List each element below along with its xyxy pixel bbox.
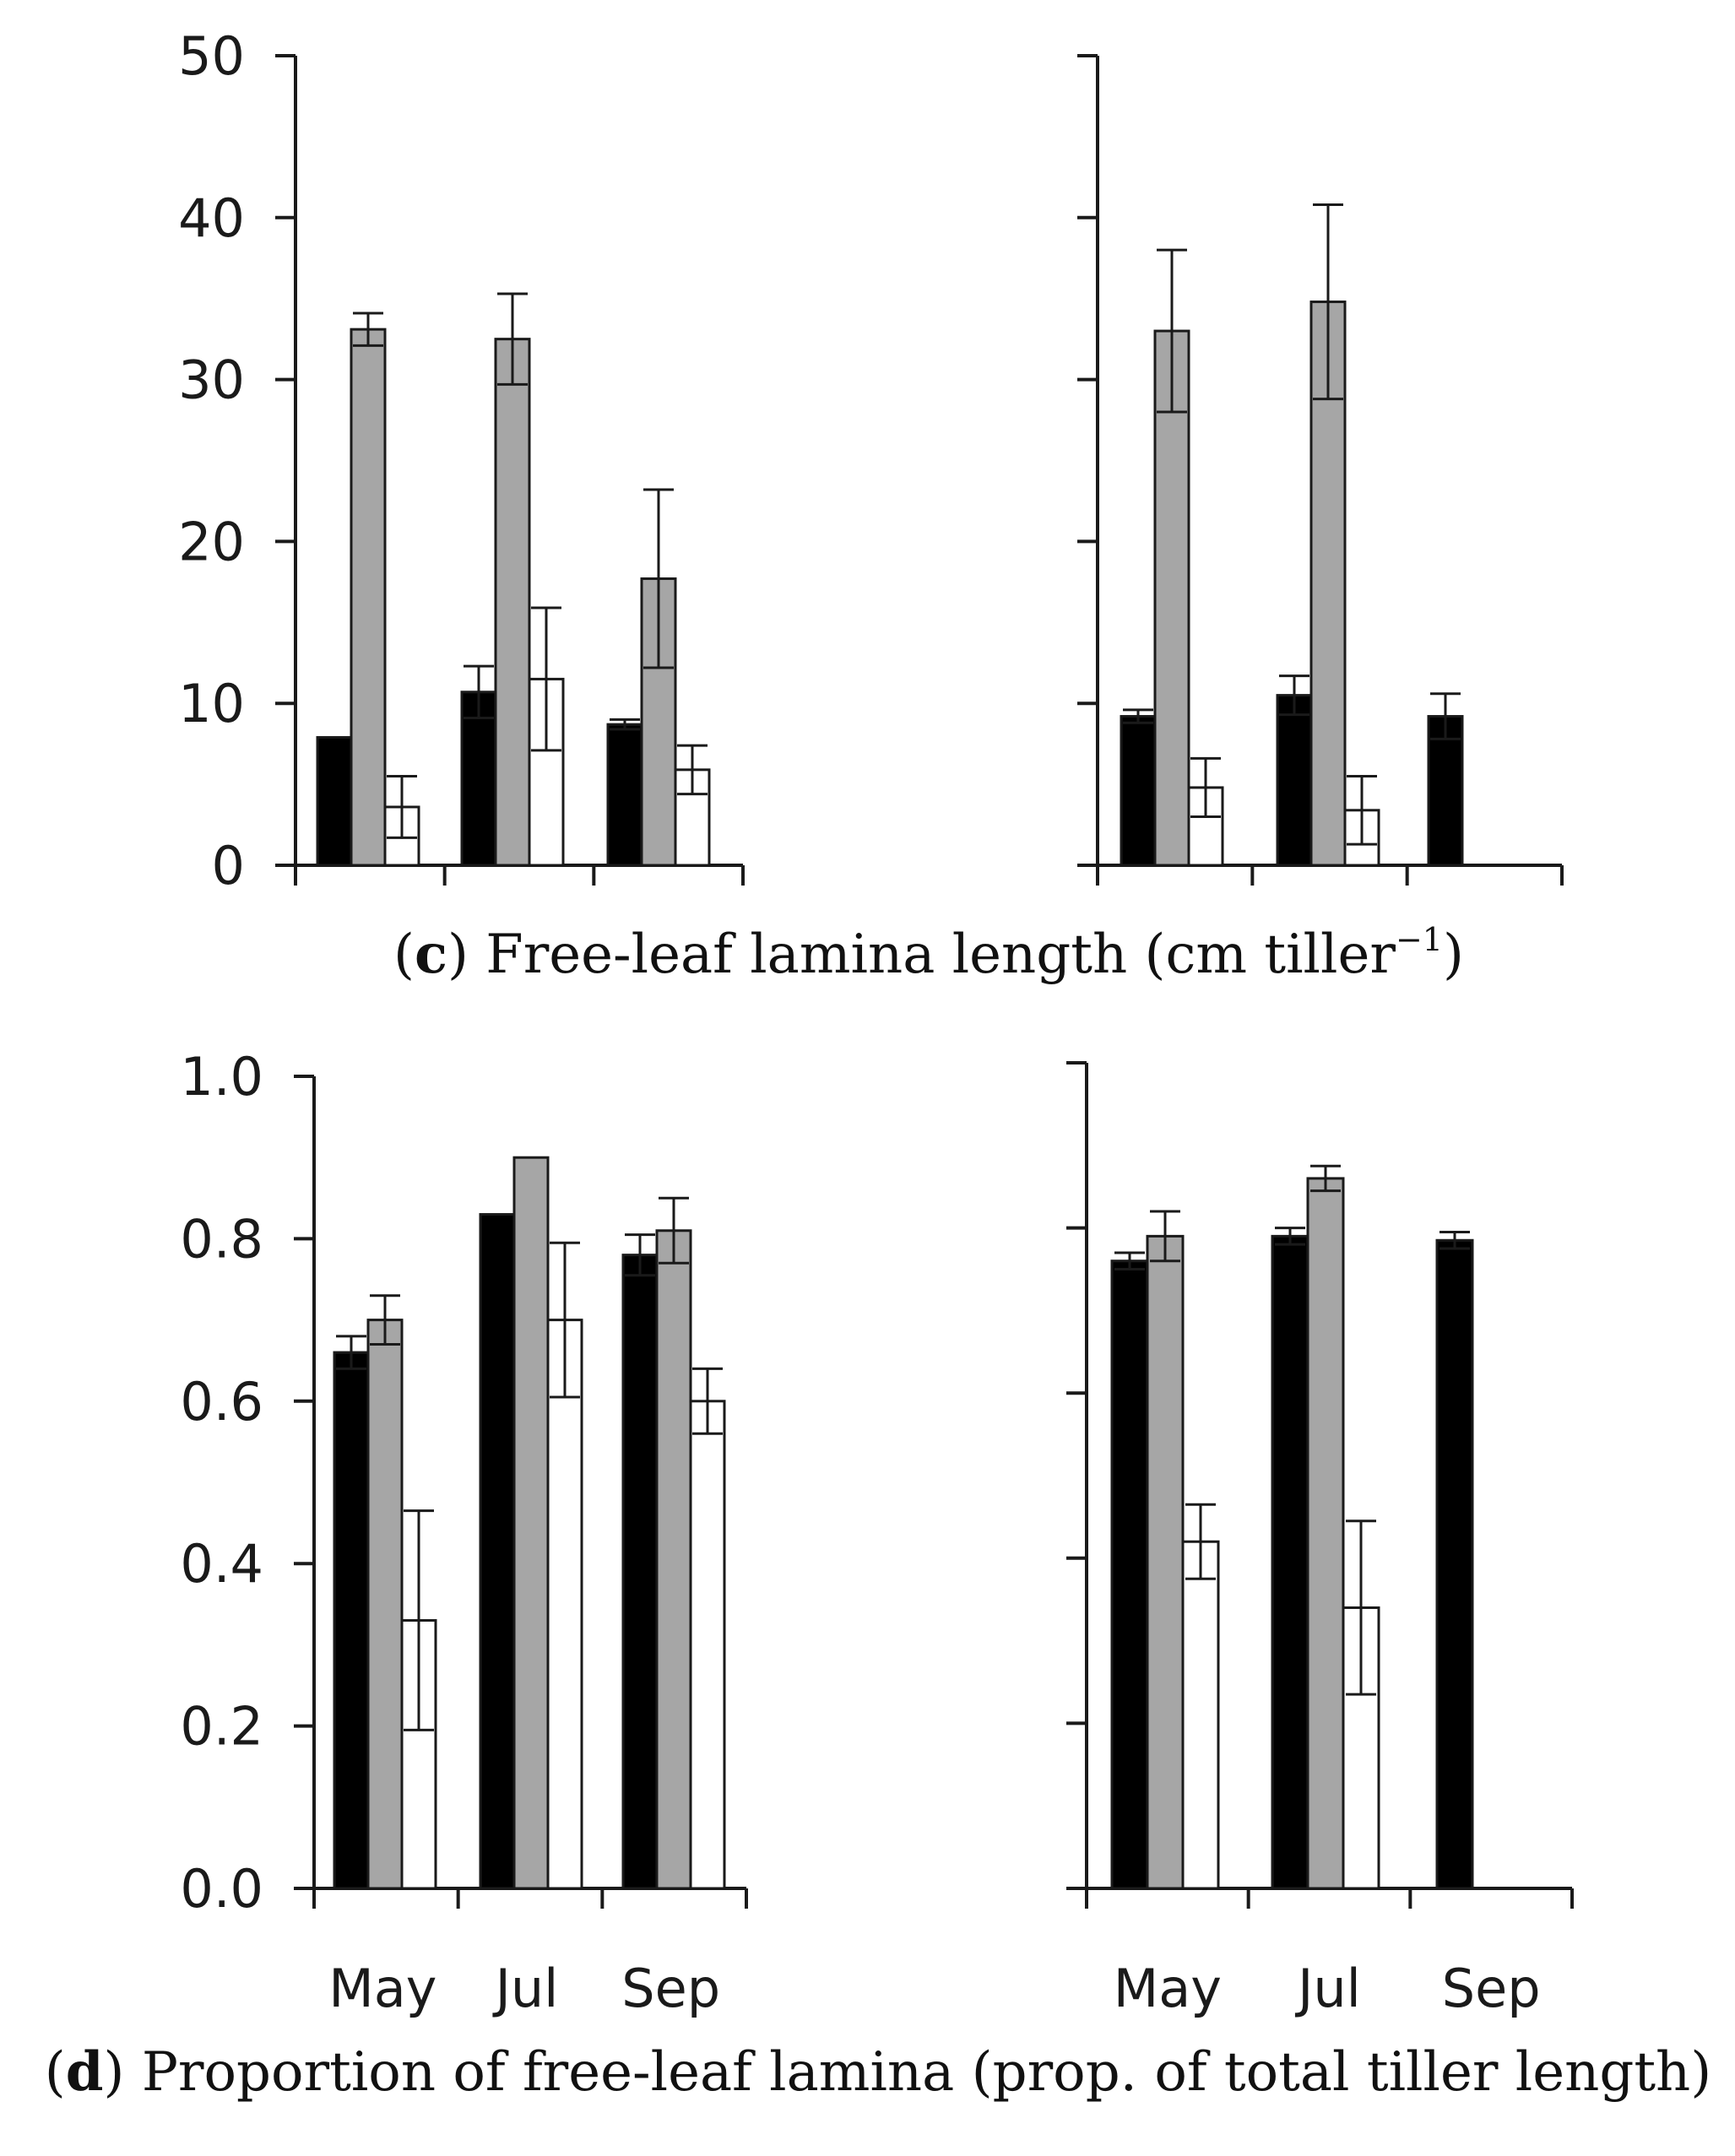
y-tick-label: 0.4	[180, 1533, 263, 1595]
bar-grey-jul	[1306, 1177, 1345, 1890]
x-category-label: Jul	[1294, 1958, 1361, 2019]
chart-c-left: 0 10 20 30 40 50	[178, 25, 745, 897]
y-tick-label: 0.8	[180, 1208, 263, 1270]
bar-black-jul	[1271, 1234, 1309, 1890]
bar-white-sep	[689, 1400, 726, 1890]
x-category-label: Sep	[1442, 1958, 1541, 2019]
bar-black-may	[1120, 715, 1157, 867]
y-tick-label: 0.0	[180, 1858, 263, 1920]
bar-grey-may	[350, 328, 387, 867]
bar-grey-sep	[655, 1229, 692, 1890]
y-tick-label: 30	[178, 349, 245, 411]
y-tick-label: 50	[178, 25, 245, 87]
bar-black-may	[316, 735, 353, 867]
chart-d-right: May Jul Sep	[1066, 1061, 1574, 2019]
caption-c: (c) Free-leaf lamina length (cm tiller−1…	[393, 921, 1464, 986]
bar-black-may	[333, 1351, 370, 1890]
chart-c-right	[1077, 54, 1564, 886]
caption-d: (d) Proportion of free-leaf lamina (prop…	[45, 2040, 1711, 2104]
bar-black-sep	[1435, 1238, 1474, 1890]
bar-white-may	[1181, 1540, 1220, 1890]
bar-white-jul	[546, 1319, 583, 1890]
bar-grey-jul	[512, 1156, 550, 1890]
bar-black-jul	[1276, 694, 1313, 867]
y-tick-label: 40	[178, 187, 245, 249]
y-tick-label: 10	[178, 673, 245, 734]
x-category-label: May	[328, 1958, 436, 2019]
bar-black-jul	[479, 1213, 516, 1890]
chart-d-left: 0.0 0.2 0.4 0.6 0.8 1.0 May Jul Sep	[180, 1046, 748, 2019]
y-tick-label: 0	[212, 835, 245, 897]
bar-grey-may	[1146, 1234, 1185, 1890]
y-tick-label: 0.6	[180, 1371, 263, 1433]
bar-grey-jul	[494, 338, 531, 867]
y-tick-label: 0.2	[180, 1696, 263, 1758]
bar-black-sep	[606, 723, 643, 867]
x-category-label: May	[1114, 1958, 1222, 2019]
y-tick-label: 20	[178, 511, 245, 572]
bar-grey-may	[366, 1319, 404, 1890]
x-category-label: Jul	[492, 1958, 559, 2019]
y-tick-label: 1.0	[180, 1046, 263, 1108]
bar-black-sep	[621, 1254, 659, 1890]
bar-black-may	[1110, 1259, 1149, 1890]
x-category-label: Sep	[621, 1958, 720, 2019]
bar-grey-may	[1153, 329, 1190, 867]
